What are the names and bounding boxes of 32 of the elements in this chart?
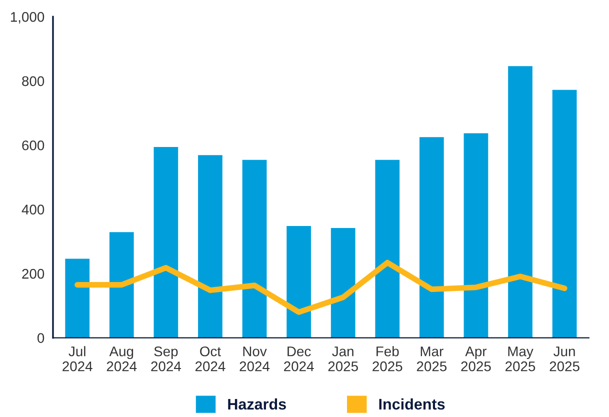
y-tick-label: 600 — [22, 140, 44, 150]
x-tick-label: Dec 2024 — [284, 346, 314, 372]
bar — [330, 228, 356, 338]
x-tick-label: Apr 2025 — [461, 346, 491, 372]
x-tick-label: Oct 2024 — [195, 346, 226, 372]
bar — [375, 160, 400, 338]
bar — [508, 66, 532, 338]
y-tick-label: 0 — [37, 333, 44, 343]
y-tick-label: 400 — [22, 204, 44, 215]
x-tick-label: Feb 2025 — [372, 346, 402, 372]
x-tick-label: Jan 2025 — [328, 346, 358, 372]
legend-label: Hazards — [228, 398, 286, 410]
bar — [154, 147, 178, 338]
bar — [198, 155, 222, 338]
bar — [419, 137, 444, 338]
y-tick-label: 1,000 — [10, 12, 44, 24]
x-tick-label: Mar 2025 — [416, 346, 447, 372]
y-tick-label: 200 — [22, 268, 44, 279]
x-tick-label: Jul 2024 — [62, 346, 92, 372]
x-tick-label: Aug 2024 — [106, 346, 137, 372]
x-tick-label: Jun 2025 — [550, 346, 580, 372]
bar — [552, 90, 577, 338]
bar — [65, 258, 90, 338]
bar — [109, 232, 134, 338]
bar — [242, 160, 267, 338]
x-tick-label: May 2025 — [506, 346, 536, 372]
x-tick-label: Sep 2024 — [151, 346, 181, 372]
legend-label: Incidents — [379, 398, 445, 410]
bar — [286, 226, 311, 338]
y-tick-label: 800 — [22, 76, 44, 86]
x-tick-label: Nov 2024 — [240, 346, 270, 372]
bar — [464, 133, 488, 338]
